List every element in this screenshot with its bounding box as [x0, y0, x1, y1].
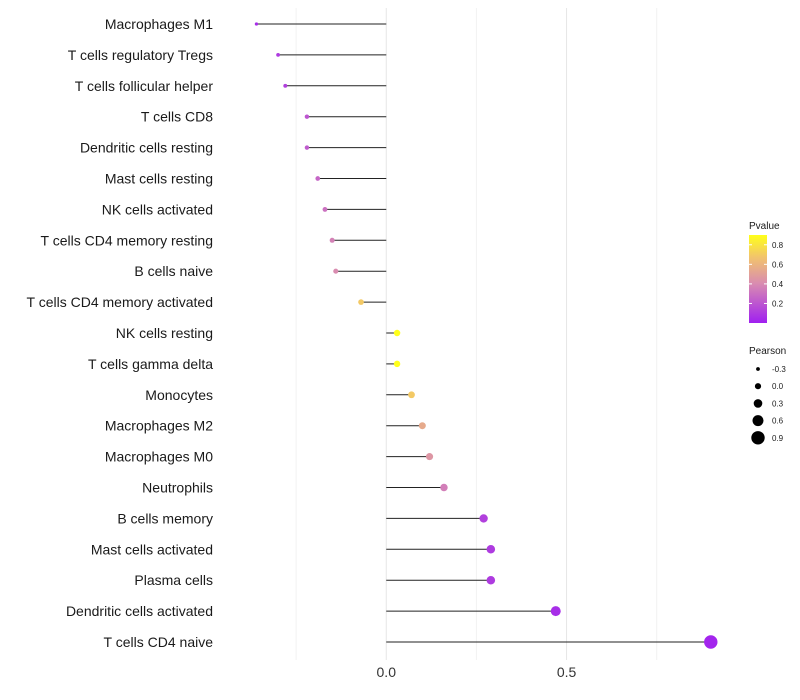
lollipop-point: [276, 53, 280, 57]
lollipop-point: [550, 606, 561, 617]
size-legend-key: [756, 367, 760, 371]
pearson-legend-title: Pearson: [749, 346, 786, 357]
category-label: B cells naive: [134, 263, 213, 279]
pvalue-colorbar: [749, 235, 767, 323]
category-labels: Macrophages M1 T cells regulatory Tregs T …: [27, 16, 214, 650]
category-label: Neutrophils: [142, 480, 213, 496]
category-label: Macrophages M1: [105, 16, 213, 32]
size-legend-label: -0.3: [772, 365, 786, 374]
category-label: Monocytes: [145, 387, 213, 403]
lollipop-point: [425, 453, 434, 461]
lollipop-point: [440, 483, 448, 492]
category-label: T cells gamma delta: [88, 356, 213, 372]
lollipop-point: [479, 514, 488, 523]
grid-lines: [295, 8, 658, 660]
x-tick-label: 0.5: [557, 664, 577, 680]
pearson-legend: Pearson -0.3 0.0 0.3 0.6 0.9: [749, 346, 786, 445]
x-tick-label: 0.0: [377, 664, 397, 680]
lollipop-point: [283, 83, 288, 88]
lollipop-point: [333, 268, 339, 274]
category-label: T cells follicular helper: [75, 78, 214, 94]
category-label: T cells CD8: [141, 109, 213, 125]
lollipop-point: [704, 635, 718, 649]
size-legend-key: [751, 431, 765, 445]
size-legend-label: 0.9: [772, 434, 784, 443]
colorbar-tick-label: 0.6: [772, 260, 784, 269]
lollipop-point: [254, 22, 259, 26]
size-legend-label: 0.6: [772, 417, 784, 426]
category-label: NK cells activated: [102, 201, 213, 217]
lollipop-point: [304, 114, 310, 119]
colorbar-tick-label: 0.2: [772, 299, 784, 308]
size-legend-key: [754, 383, 762, 390]
lollipop-points: [254, 22, 718, 649]
size-legend-key: [753, 399, 763, 408]
category-label: Mast cells resting: [105, 171, 213, 187]
lollipop-point: [486, 545, 496, 554]
size-legend-key: [752, 415, 764, 427]
category-label: Macrophages M0: [105, 449, 213, 465]
category-label: Plasma cells: [134, 572, 213, 588]
lollipop-point: [329, 237, 335, 243]
category-label: Dendritic cells activated: [66, 603, 213, 619]
category-label: Macrophages M2: [105, 418, 213, 434]
category-label: NK cells resting: [116, 325, 213, 341]
lollipop-point: [304, 145, 310, 150]
size-legend-label: 0.3: [772, 399, 784, 408]
lollipop-point: [486, 575, 496, 585]
lollipop-point: [315, 176, 321, 181]
lollipop-point: [393, 360, 401, 368]
category-label: Mast cells activated: [91, 541, 213, 557]
category-label: T cells CD4 memory resting: [41, 232, 213, 248]
x-axis-tick-labels: 0.0 0.5: [377, 664, 577, 680]
colorbar-tick-label: 0.8: [772, 241, 784, 250]
lollipop-stems: [256, 23, 711, 643]
pvalue-legend: Pvalue 0.2 0.4 0.6 0.8: [749, 221, 784, 323]
colorbar-tick-label: 0.4: [772, 280, 784, 289]
lollipop-point: [408, 391, 415, 399]
lollipop-point: [358, 299, 364, 305]
category-label: Dendritic cells resting: [80, 140, 213, 156]
size-legend-label: 0.0: [772, 382, 784, 391]
lollipop-point: [393, 329, 401, 337]
category-label: T cells regulatory Tregs: [68, 47, 213, 63]
lollipop-point: [418, 422, 426, 430]
category-label: T cells CD4 naive: [104, 634, 214, 650]
category-label: B cells memory: [117, 510, 213, 526]
lollipop-point: [322, 206, 328, 212]
category-label: T cells CD4 memory activated: [27, 294, 213, 310]
pvalue-legend-title: Pvalue: [749, 221, 780, 232]
